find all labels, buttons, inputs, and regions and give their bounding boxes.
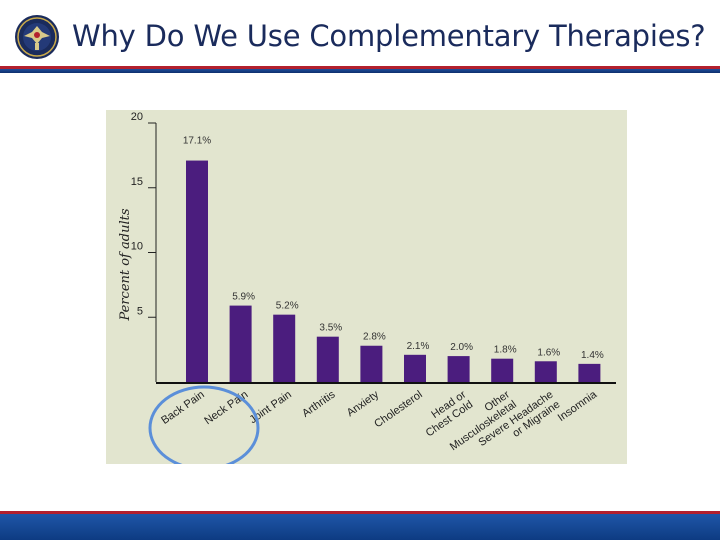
bar: [404, 354, 426, 382]
x-category-label: Arthritis: [300, 388, 338, 419]
bar-value-label: 2.1%: [407, 341, 430, 352]
x-category-label: Insomnia: [556, 388, 600, 424]
bar-chart-canvas: 20 15 10 5 Percent of adults 17.1% 5.9% 5.2% 3.5…: [118, 111, 616, 464]
bar-value-label: 1.6%: [537, 347, 560, 358]
x-category-label: Joint Pain: [247, 389, 293, 427]
y-tick-label: 5: [137, 305, 143, 317]
y-tick-label: 10: [131, 241, 143, 253]
x-category-label: Anxiety: [345, 388, 382, 419]
department-seal-icon: [15, 15, 59, 59]
y-tick-label: 20: [131, 111, 143, 123]
x-category-label-line: Cholesterol: [372, 389, 424, 431]
bar: [186, 160, 208, 382]
slide-title: Why Do We Use Complementary Therapies?: [72, 19, 706, 53]
header-divider-red: [0, 66, 720, 69]
x-category-label: Back Pain: [159, 389, 206, 427]
x-category-label-line: Joint Pain: [247, 389, 293, 427]
footer-bar: [0, 514, 720, 540]
bar: [273, 314, 296, 382]
x-category-label-line: Arthritis: [300, 388, 338, 419]
y-tick-label: 15: [131, 176, 143, 188]
bar-value-label: 3.5%: [319, 323, 342, 334]
bar-value-label: 1.4%: [581, 350, 604, 361]
footer-divider-red: [0, 511, 720, 514]
bar: [491, 358, 514, 382]
x-category-label-line: Anxiety: [345, 388, 382, 419]
bar-value-label: 5.2%: [276, 301, 299, 312]
bar: [316, 336, 339, 382]
bar-value-label: 1.8%: [494, 345, 517, 356]
x-category-label: Neck Pain: [202, 389, 250, 428]
bar: [360, 345, 383, 382]
x-category-label-line: Back Pain: [159, 389, 206, 427]
x-category-label: Cholesterol: [372, 389, 424, 431]
x-category-label-line: Neck Pain: [202, 389, 250, 428]
bar-value-label: 2.0%: [450, 342, 473, 353]
y-axis-label: Percent of adults: [118, 208, 133, 321]
bar-value-label: 17.1%: [183, 136, 211, 147]
slide-header: Why Do We Use Complementary Therapies?: [0, 0, 720, 66]
bar-value-label: 2.8%: [363, 332, 386, 343]
bar-chart: 20 15 10 5 Percent of adults 17.1% 5.9% 5.2% 3.5…: [106, 110, 627, 464]
bar: [447, 356, 470, 382]
header-divider-blue: [0, 69, 720, 73]
x-category-label-line: Insomnia: [556, 388, 600, 424]
bar: [229, 305, 252, 382]
bar-value-label: 5.9%: [232, 292, 255, 303]
highlight-circle: [148, 385, 260, 464]
bar: [534, 361, 557, 382]
bar: [578, 363, 601, 382]
